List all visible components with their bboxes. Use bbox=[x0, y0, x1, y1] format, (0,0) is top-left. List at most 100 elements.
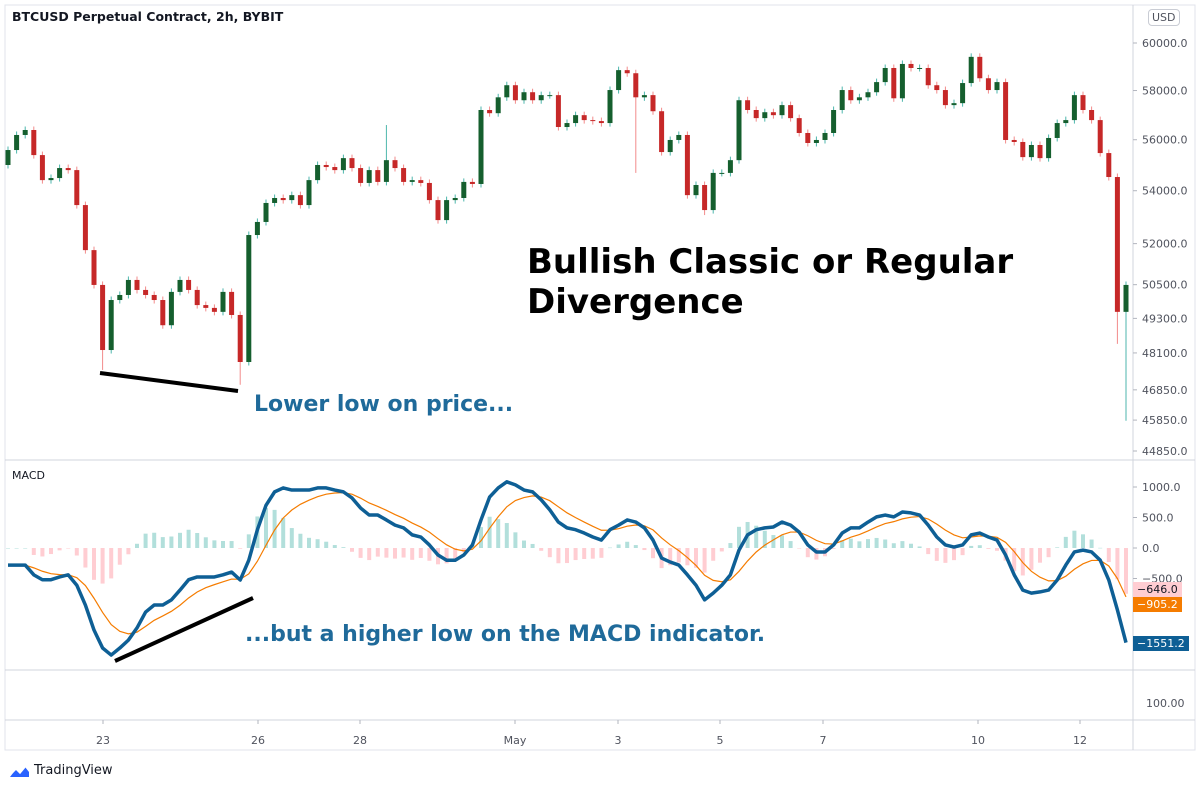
histogram-bar bbox=[874, 537, 879, 548]
candle-body bbox=[125, 279, 131, 295]
candle bbox=[108, 296, 114, 354]
price-lower-low-trendline bbox=[99, 371, 239, 393]
macd-higher-low-trendline bbox=[114, 596, 254, 663]
candle-body bbox=[555, 95, 561, 128]
currency-button[interactable]: USD bbox=[1148, 9, 1180, 26]
candle bbox=[598, 117, 604, 127]
candle-body bbox=[727, 160, 733, 173]
candle bbox=[581, 111, 587, 124]
candle-body bbox=[684, 134, 690, 196]
macd-tick-label: 500.0 bbox=[1142, 512, 1174, 525]
candle bbox=[168, 288, 174, 329]
candle bbox=[530, 88, 536, 104]
candle-body bbox=[323, 164, 329, 168]
histogram-bar bbox=[633, 545, 638, 548]
time-tick-label: 23 bbox=[96, 734, 110, 747]
candle-body bbox=[848, 90, 854, 101]
candle-body bbox=[874, 82, 880, 93]
candle bbox=[521, 88, 527, 104]
macd-line bbox=[8, 480, 1128, 657]
histogram-bar bbox=[427, 548, 432, 561]
candle bbox=[1097, 116, 1103, 157]
histogram-bar bbox=[186, 529, 191, 548]
histogram-bar bbox=[1106, 548, 1111, 563]
histogram-bar bbox=[866, 539, 870, 548]
candle-body bbox=[960, 83, 966, 104]
histogram-bar bbox=[453, 548, 458, 559]
price-tick-label: 45850.0 bbox=[1142, 414, 1188, 427]
candle-body bbox=[478, 110, 484, 184]
candle bbox=[951, 99, 957, 109]
candle-body bbox=[297, 195, 303, 206]
candle-body bbox=[573, 115, 579, 124]
histogram-bar bbox=[504, 523, 509, 548]
candle-body bbox=[693, 185, 699, 196]
histogram-bar bbox=[264, 508, 268, 548]
candle-body bbox=[108, 300, 114, 351]
histogram-bar bbox=[66, 548, 71, 549]
price-tick-label: 60000.0 bbox=[1142, 37, 1188, 50]
candle bbox=[779, 101, 785, 119]
histogram-bar bbox=[539, 548, 544, 551]
candle-body bbox=[272, 198, 278, 203]
time-tick-label: 10 bbox=[971, 734, 985, 747]
candle bbox=[452, 194, 458, 204]
candle-body bbox=[547, 95, 553, 97]
candle bbox=[1020, 138, 1026, 161]
candle-body bbox=[839, 90, 845, 111]
histogram-bar bbox=[1098, 547, 1103, 549]
candle-body bbox=[633, 73, 639, 98]
candle-body bbox=[899, 63, 905, 99]
candle bbox=[349, 154, 355, 172]
histogram-bar bbox=[676, 548, 681, 563]
price-tick-label: 56000.0 bbox=[1142, 134, 1188, 147]
candle-body bbox=[1028, 144, 1034, 158]
tradingview-logo[interactable]: TradingView bbox=[8, 763, 113, 778]
candle-body bbox=[392, 160, 398, 169]
histogram-bar bbox=[848, 538, 853, 548]
histogram-bar bbox=[547, 548, 552, 558]
histogram-bar bbox=[926, 548, 931, 555]
candle bbox=[813, 136, 819, 147]
candle bbox=[220, 288, 226, 316]
histogram-bar bbox=[100, 548, 105, 584]
candle-body bbox=[306, 180, 312, 206]
price-axis: 60000.0 58000.0 56000.0 54000.0 52000.0 50500… bbox=[1133, 37, 1188, 458]
candle bbox=[624, 66, 630, 77]
candle bbox=[366, 166, 372, 187]
candle-body bbox=[1114, 177, 1120, 312]
candle bbox=[831, 106, 837, 137]
candle bbox=[736, 96, 742, 164]
signal-line bbox=[8, 492, 1127, 635]
histogram-bar bbox=[608, 547, 612, 549]
candle-body bbox=[951, 103, 957, 106]
candle-body bbox=[917, 67, 923, 69]
histogram-bar bbox=[565, 548, 569, 564]
candle bbox=[805, 129, 811, 147]
candle-body bbox=[143, 289, 149, 295]
histogram-bar bbox=[883, 539, 888, 548]
histogram-bar bbox=[771, 535, 776, 548]
candle-body bbox=[203, 305, 209, 308]
candle bbox=[607, 86, 613, 127]
candle bbox=[564, 119, 570, 131]
candle bbox=[22, 126, 28, 139]
candle bbox=[82, 201, 88, 254]
candle bbox=[1071, 91, 1077, 124]
candle-body bbox=[22, 129, 28, 135]
histogram-bar bbox=[900, 541, 905, 548]
candle bbox=[899, 60, 905, 102]
histogram-bar bbox=[960, 548, 965, 556]
histogram-bar bbox=[943, 548, 948, 563]
candle bbox=[461, 178, 467, 202]
price-tick-label: 50500.0 bbox=[1142, 279, 1188, 292]
candle-body bbox=[469, 181, 475, 184]
histogram-bar bbox=[49, 548, 53, 555]
histogram-bar bbox=[410, 548, 415, 560]
candle bbox=[925, 64, 931, 89]
candle bbox=[573, 111, 579, 127]
candle bbox=[340, 154, 346, 174]
candle-body bbox=[340, 158, 346, 171]
histogram-bar bbox=[461, 548, 466, 553]
